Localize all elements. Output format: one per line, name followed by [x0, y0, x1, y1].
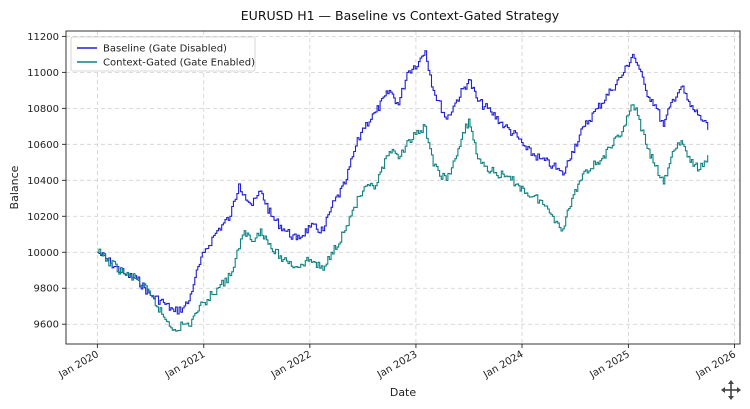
- y-tick-label: 10400: [27, 176, 59, 187]
- plot-frame: [65, 30, 741, 345]
- y-tick-label: 10000: [27, 248, 59, 259]
- y-tick-label: 9800: [34, 284, 59, 295]
- y-axis-ticks: 9600 9800 10000 10200 10400 10600 10800 11000 11…: [27, 32, 66, 331]
- y-tick-label: 10200: [27, 212, 59, 223]
- x-axis-label: Date: [390, 386, 417, 399]
- chart-title: EURUSD H1 — Baseline vs Context-Gated St…: [241, 8, 560, 23]
- y-tick-label: 11200: [27, 32, 59, 43]
- legend-label-context-gated: Context-Gated (Gate Enabled): [103, 58, 255, 69]
- series-lines: [97, 50, 709, 332]
- series-line-baseline: [97, 50, 709, 315]
- x-tick-label: Jan 2020: [56, 349, 101, 381]
- move-arrows-icon[interactable]: [720, 379, 742, 401]
- x-tick-label: Jan 2023: [375, 349, 420, 381]
- legend-box: [70, 36, 256, 72]
- y-tick-label: 10800: [27, 104, 59, 115]
- legend: Baseline (Gate Disabled) Context-Gated (…: [70, 36, 256, 72]
- legend-label-baseline: Baseline (Gate Disabled): [103, 44, 227, 55]
- x-tick-label: Jan 2022: [269, 349, 314, 381]
- y-axis-label: Balance: [8, 165, 21, 209]
- x-axis-ticks: Jan 2020 Jan 2021 Jan 2022 Jan 2023 Jan 2024…: [56, 344, 738, 381]
- grid-lines: [66, 31, 740, 344]
- y-tick-label: 9600: [34, 320, 59, 331]
- series-line-context-gated: [97, 104, 709, 332]
- y-tick-label: 10600: [27, 140, 59, 151]
- x-tick-label: Jan 2026: [693, 349, 738, 381]
- x-tick-label: Jan 2024: [481, 349, 526, 381]
- x-tick-label: Jan 2021: [163, 349, 208, 381]
- y-tick-label: 11000: [27, 68, 59, 79]
- x-tick-label: Jan 2025: [587, 349, 632, 381]
